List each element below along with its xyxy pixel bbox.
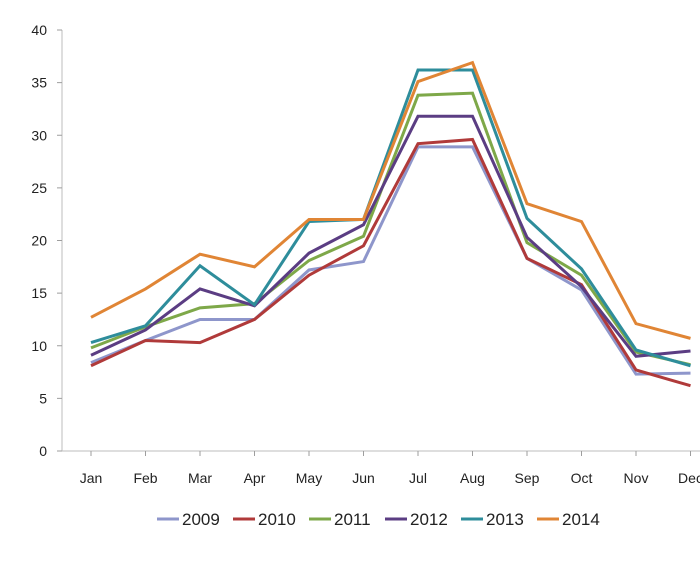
y-tick-label: 15 (31, 285, 47, 301)
x-tick-label: Jul (409, 470, 427, 486)
y-tick-label: 0 (39, 443, 47, 459)
legend-item-2012: 2012 (385, 510, 448, 529)
legend-label: 2014 (562, 510, 600, 529)
series-line-2010 (90, 137, 691, 388)
y-tick-label: 40 (31, 22, 47, 38)
legend-item-2011: 2011 (309, 510, 371, 529)
x-tick-label: Aug (460, 470, 485, 486)
y-tick-label: 10 (31, 338, 47, 354)
x-tick-label: Nov (624, 470, 649, 486)
legend-label: 2010 (258, 510, 296, 529)
legend-label: 2009 (182, 510, 220, 529)
x-tick-label: May (296, 470, 322, 486)
y-tick-label: 20 (31, 233, 47, 249)
legend: 2009 2010 2011 2012 2013 2014 (157, 510, 600, 529)
y-tick-label: 5 (39, 390, 47, 406)
legend-item-2009: 2009 (157, 510, 220, 529)
legend-label: 2013 (486, 510, 524, 529)
legend-item-2013: 2013 (461, 510, 524, 529)
series-line-2014 (90, 60, 691, 340)
y-axis: 0 5 10 15 20 25 30 35 40 (31, 22, 63, 459)
x-tick-label: Dec (678, 470, 700, 486)
legend-label: 2012 (410, 510, 448, 529)
x-axis: Jan Feb Mar Apr May Jun Jul Aug Sep Oct Nov Dec (62, 450, 700, 486)
x-tick-label: Sep (515, 470, 540, 486)
x-tick-label: Oct (571, 470, 593, 486)
plot-lines (90, 60, 691, 388)
series-line-2011 (90, 91, 691, 367)
y-tick-label: 35 (31, 75, 47, 91)
x-tick-label: Jan (80, 470, 103, 486)
legend-item-2014: 2014 (537, 510, 600, 529)
series-line-2009 (90, 145, 691, 376)
x-tick-label: Mar (188, 470, 212, 486)
x-tick-label: Jun (352, 470, 375, 486)
series-line-2012 (90, 114, 691, 358)
legend-item-2010: 2010 (233, 510, 296, 529)
y-tick-label: 25 (31, 180, 47, 196)
x-tick-label: Feb (133, 470, 157, 486)
legend-label: 2011 (334, 510, 371, 529)
y-tick-label: 30 (31, 127, 47, 143)
series-line-2013 (90, 68, 691, 368)
x-tick-label: Apr (244, 470, 266, 486)
